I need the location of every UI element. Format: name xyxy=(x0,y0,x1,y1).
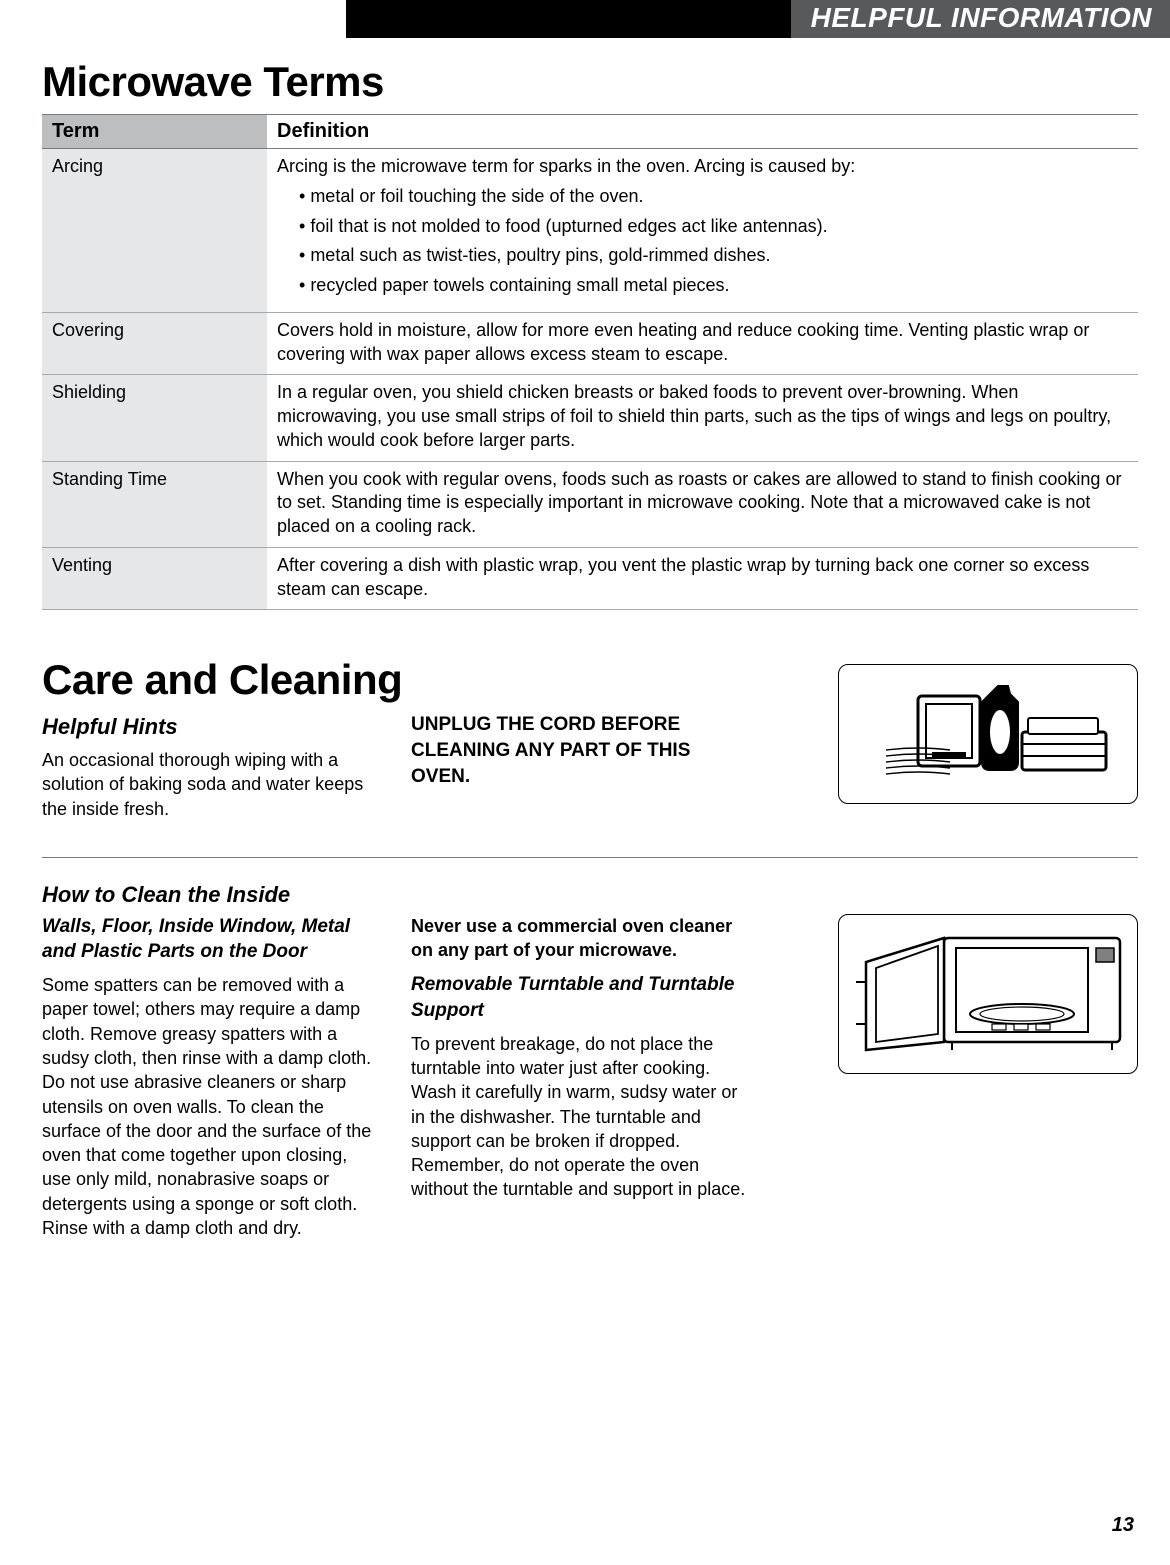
term-cell: Shielding xyxy=(42,375,267,461)
table-row: Shielding In a regular oven, you shield … xyxy=(42,375,1138,461)
inside-col1: Walls, Floor, Inside Window, Metal and P… xyxy=(42,914,377,1249)
walls-title: Walls, Floor, Inside Window, Metal and P… xyxy=(42,914,377,965)
terms-table: Term Definition Arcing Arcing is the mic… xyxy=(42,114,1138,610)
walls-text: Some spatters can be removed with a pape… xyxy=(42,973,377,1240)
page-number: 13 xyxy=(1112,1514,1134,1537)
term-cell: Arcing xyxy=(42,149,267,313)
hints-title: Helpful Hints xyxy=(42,712,377,742)
table-row: Venting After covering a dish with plast… xyxy=(42,547,1138,610)
arcing-intro: Arcing is the microwave term for sparks … xyxy=(277,156,855,176)
never-text: Never use a commercial oven cleaner on a… xyxy=(411,914,746,963)
turntable-title: Removable Turntable and Turntable Suppor… xyxy=(411,972,746,1023)
def-cell: Covers hold in moisture, allow for more … xyxy=(267,312,1138,375)
th-definition: Definition xyxy=(267,115,1138,149)
section-title: HELPFUL INFORMATION xyxy=(791,0,1170,38)
table-row: Arcing Arcing is the microwave term for … xyxy=(42,149,1138,313)
arcing-bullets: metal or foil touching the side of the o… xyxy=(277,185,1128,298)
list-item: metal or foil touching the side of the o… xyxy=(299,185,1128,209)
cleaning-supplies-icon xyxy=(858,674,1118,794)
header-bar-black xyxy=(346,0,791,38)
microwave-icon xyxy=(848,924,1128,1064)
inside-title: How to Clean the Inside xyxy=(42,882,1138,908)
term-cell: Covering xyxy=(42,312,267,375)
list-item: metal such as twist-ties, poultry pins, … xyxy=(299,244,1128,268)
def-cell: In a regular oven, you shield chicken br… xyxy=(267,375,1138,461)
header-bar: HELPFUL INFORMATION xyxy=(0,0,1170,38)
term-cell: Venting xyxy=(42,547,267,610)
def-cell: After covering a dish with plastic wrap,… xyxy=(267,547,1138,610)
turntable-text: To prevent breakage, do not place the tu… xyxy=(411,1032,746,1202)
hints-text: An occasional thorough wiping with a sol… xyxy=(42,748,377,821)
inside-col2: Never use a commercial oven cleaner on a… xyxy=(411,914,746,1249)
th-term: Term xyxy=(42,115,267,149)
list-item: foil that is not molded to food (upturne… xyxy=(299,215,1128,239)
table-row: Standing Time When you cook with regular… xyxy=(42,461,1138,547)
microwave-illustration xyxy=(838,914,1138,1074)
def-cell: When you cook with regular ovens, foods … xyxy=(267,461,1138,547)
table-row: Covering Covers hold in moisture, allow … xyxy=(42,312,1138,375)
list-item: recycled paper towels containing small m… xyxy=(299,274,1128,298)
page-title-terms: Microwave Terms xyxy=(42,58,1138,106)
def-cell: Arcing is the microwave term for sparks … xyxy=(267,149,1138,313)
term-cell: Standing Time xyxy=(42,461,267,547)
hints-col: Helpful Hints An occasional thorough wip… xyxy=(42,712,377,821)
unplug-warning: UNPLUG THE CORD BEFORE CLEANING ANY PART… xyxy=(411,712,746,821)
cleaning-supplies-illustration xyxy=(838,664,1138,804)
